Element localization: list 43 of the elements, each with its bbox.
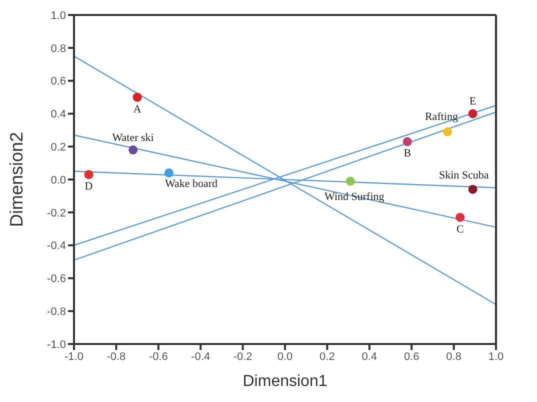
y-tick-label: -0.8 [47, 306, 66, 318]
x-tick-label: -0.6 [148, 350, 168, 363]
x-tick-label: 0.8 [446, 350, 462, 363]
x-tick-label: 0.4 [362, 350, 378, 363]
annotation: B [404, 148, 412, 160]
x-tick-label: 0.0 [277, 350, 293, 363]
x-tick-label: -0.4 [191, 350, 210, 363]
point [346, 176, 355, 186]
y-tick-label: 0.2 [50, 142, 66, 154]
annotation: A [133, 103, 142, 116]
point [128, 145, 138, 154]
y-tick-label: -0.2 [47, 207, 66, 220]
point [132, 92, 142, 102]
y-tick-label: 0.4 [50, 108, 66, 121]
point [456, 212, 465, 222]
point [84, 170, 94, 180]
x-tick-label: -0.8 [106, 350, 126, 363]
x-tick-label: -1.0 [64, 350, 84, 363]
x-tick-label: -0.2 [233, 350, 252, 363]
point [468, 184, 478, 194]
y-tick-label: -0.4 [47, 240, 66, 252]
annotation: C [456, 223, 464, 236]
y-tick-label: 0.6 [50, 76, 66, 88]
annotation: Wake board [164, 178, 218, 190]
y-tick-label: 1.0 [50, 10, 66, 22]
y-tick-label: 0.0 [50, 174, 66, 186]
y-tick-label: -0.6 [47, 273, 66, 286]
annotation: E [469, 96, 476, 108]
x-tick-label: 0.6 [404, 350, 420, 363]
point [442, 127, 452, 136]
x-tick-label: 1.0 [488, 350, 504, 363]
annotation: D [84, 180, 93, 193]
x-tick-label: 0.2 [320, 350, 335, 363]
x-axis-title: Dimension1 [242, 373, 328, 390]
annotation: Skin Scuba [438, 169, 489, 182]
point [402, 137, 412, 146]
y-tick-label: -1.0 [47, 338, 66, 351]
annotation: Water ski [112, 132, 154, 144]
point [468, 109, 478, 118]
annotation: Rafting [424, 110, 458, 123]
y-tick-label: 0.8 [50, 42, 66, 55]
y-axis-title: Dimension2 [6, 132, 26, 228]
point [164, 168, 174, 178]
